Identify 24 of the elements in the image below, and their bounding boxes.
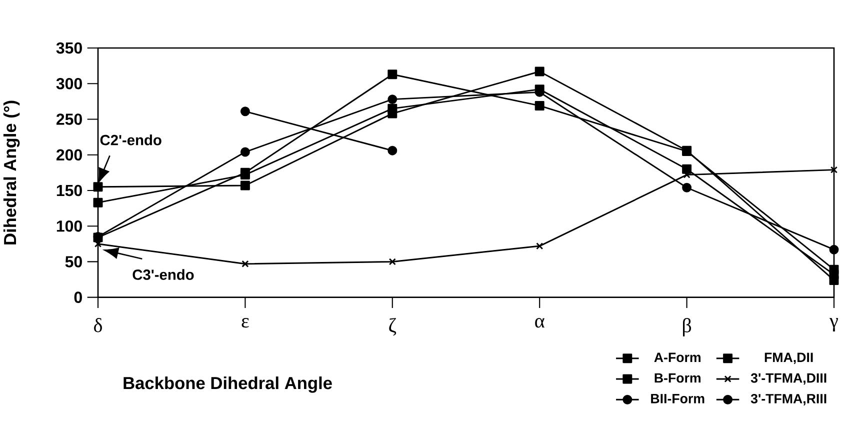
y-tick-label: 0 [74, 292, 82, 303]
y-tick-label: 150 [56, 184, 82, 196]
y-axis-title: Dihedral Angle (°) [3, 100, 20, 244]
legend-label: B-Form [654, 373, 700, 383]
legend-label: 3'-TFMA,DIII [750, 373, 826, 385]
x-tick-label: γ [830, 318, 838, 332]
legend-label: BII-Form [651, 394, 704, 404]
y-tick-label: 50 [65, 256, 82, 268]
annotation: C2'-endo [100, 134, 162, 146]
y-tick-label: 350 [56, 42, 82, 54]
x-axis-title: Backbone Dihedral Angle [124, 376, 332, 393]
y-tick-label: 200 [56, 149, 82, 161]
legend-label: A-Form [654, 352, 700, 362]
y-tick-label: 100 [56, 220, 82, 232]
x-tick-label: ζ [389, 318, 396, 336]
x-tick-label: α [535, 318, 544, 328]
x-tick-label: δ [94, 318, 102, 332]
y-tick-label: 300 [56, 78, 82, 90]
legend-label: FMA,DII [764, 352, 813, 364]
legend-label: 3'-TFMA,RIII [750, 394, 826, 406]
x-tick-label: β [683, 318, 692, 336]
y-tick-label: 250 [56, 114, 82, 125]
annotation: C3'-endo [132, 269, 194, 280]
x-tick-label: ε [242, 318, 249, 328]
